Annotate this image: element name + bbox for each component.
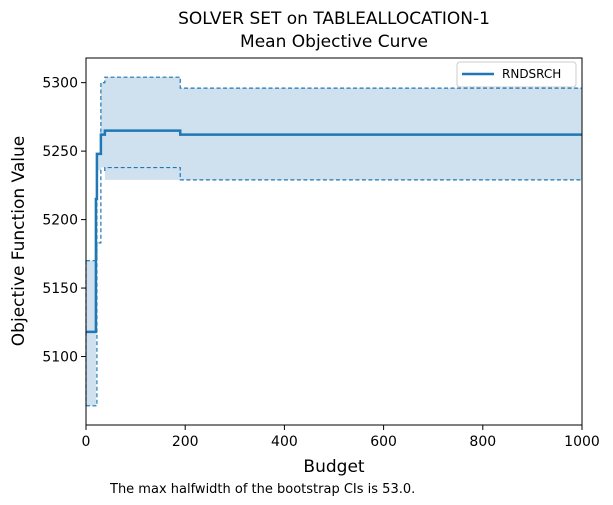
y-tick-label: 5100	[42, 350, 78, 366]
y-tick-label: 5200	[42, 213, 78, 229]
legend: RNDSRCH	[456, 61, 577, 88]
x-axis-label: Budget	[303, 457, 364, 477]
x-tick-label: 600	[370, 434, 397, 450]
y-tick-label: 5300	[42, 76, 78, 92]
x-axis: 0 200 400 600 800 1000	[82, 425, 600, 450]
plot-area	[85, 76, 582, 407]
legend-box	[456, 61, 577, 88]
ci-band	[86, 77, 582, 406]
y-axis-label: Objective Function Value	[9, 136, 29, 346]
ci-upper-line	[86, 76, 582, 262]
x-tick-label: 400	[271, 434, 298, 450]
ci-note: The max halfwidth of the bootstrap CIs i…	[109, 482, 415, 497]
series-line-rndsrch	[86, 129, 582, 334]
chart-subtitle: Mean Objective Curve	[240, 32, 428, 52]
y-axis: 5100 5150 5200 5250 5300	[42, 76, 86, 366]
plot-frame	[85, 57, 583, 426]
x-tick-label: 800	[469, 434, 496, 450]
x-tick-label: 0	[82, 434, 91, 450]
ci-lower-line	[86, 166, 582, 407]
y-tick-label: 5150	[42, 281, 78, 297]
legend-label: RNDSRCH	[502, 67, 561, 81]
chart-title: SOLVER SET on TABLEALLOCATION-1	[178, 9, 490, 29]
x-tick-label: 1000	[564, 434, 600, 450]
x-tick-label: 200	[172, 434, 199, 450]
y-tick-label: 5250	[42, 144, 78, 160]
